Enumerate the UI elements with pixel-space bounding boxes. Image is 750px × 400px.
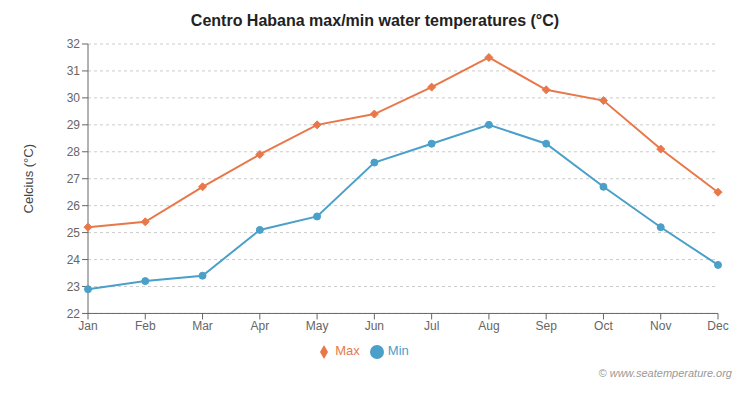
svg-text:27: 27 bbox=[67, 172, 81, 186]
svg-text:Jan: Jan bbox=[78, 319, 97, 333]
svg-text:Celcius (°C): Celcius (°C) bbox=[21, 144, 36, 213]
svg-text:May: May bbox=[306, 319, 329, 333]
svg-text:Dec: Dec bbox=[707, 319, 728, 333]
html-text:© www.seatemperature.org: © www.seatemperature.org bbox=[598, 367, 732, 379]
svg-text:26: 26 bbox=[67, 199, 81, 213]
svg-text:25: 25 bbox=[67, 226, 81, 240]
svg-text:Apr: Apr bbox=[250, 319, 269, 333]
svg-text:Jul: Jul bbox=[424, 319, 439, 333]
svg-text:30: 30 bbox=[67, 91, 81, 105]
svg-text:Aug: Aug bbox=[478, 319, 499, 333]
svg-text:Jun: Jun bbox=[365, 319, 384, 333]
svg-text:Oct: Oct bbox=[594, 319, 613, 333]
svg-text:Feb: Feb bbox=[135, 319, 156, 333]
svg-text:28: 28 bbox=[67, 145, 81, 159]
svg-text:29: 29 bbox=[67, 118, 81, 132]
svg-text:23: 23 bbox=[67, 280, 81, 294]
svg-text:32: 32 bbox=[67, 37, 81, 51]
svg-text:Mar: Mar bbox=[192, 319, 213, 333]
svg-text:Sep: Sep bbox=[536, 319, 558, 333]
html-text:Min: Min bbox=[387, 343, 409, 359]
svg-text:22: 22 bbox=[67, 307, 81, 321]
svg-text:Nov: Nov bbox=[650, 319, 671, 333]
html-text:Centro Habana max/min water te: Centro Habana max/min water temperatures… bbox=[190, 12, 560, 29]
svg-text:24: 24 bbox=[67, 253, 81, 267]
html-text:Max: Max bbox=[335, 343, 360, 359]
svg-text:31: 31 bbox=[67, 64, 81, 78]
